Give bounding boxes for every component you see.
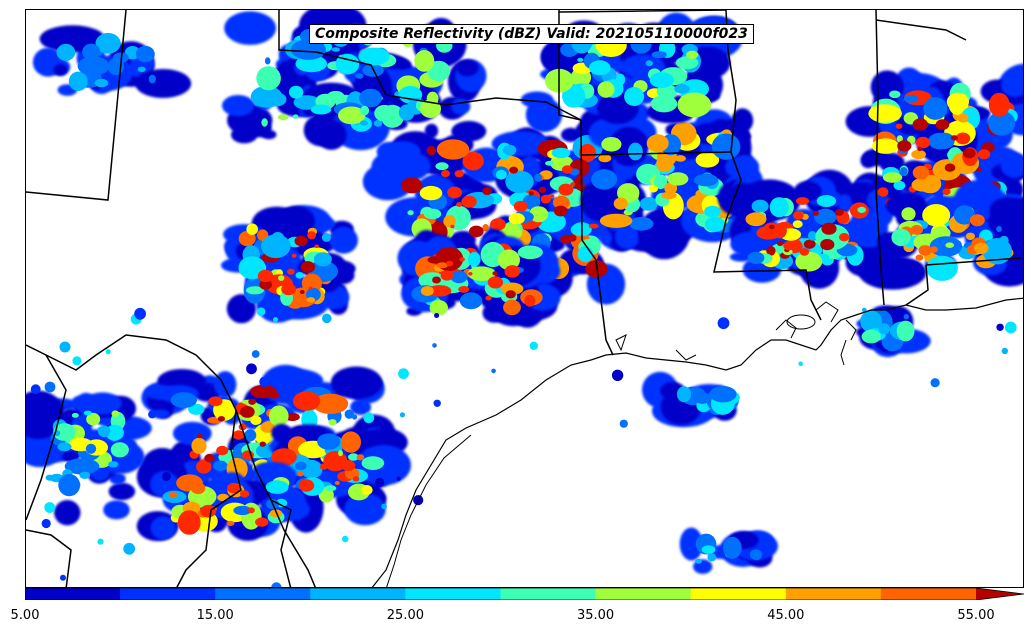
lake-pontchartrain (786, 314, 816, 330)
colorbar (25, 588, 1024, 600)
colorbar-segment (785, 588, 882, 600)
state-border-tx-la (580, 119, 614, 356)
echo-layer (26, 10, 1023, 587)
colorbar-segment (500, 588, 597, 600)
colorbar-segment (215, 588, 311, 600)
state-border-fl-panhandle (905, 264, 929, 306)
colorbar-extend-arrow (976, 588, 1024, 600)
state-border-ar-mo (558, 10, 727, 13)
state-border-ms-tn (875, 19, 967, 41)
colorbar-tick-label: 35.00 (576, 608, 615, 623)
colorbar-tick-label: 5.00 (10, 608, 40, 623)
colorbar-tick-label: 25.00 (386, 608, 424, 623)
colorbar-tick-label: 15.00 (196, 608, 234, 623)
state-border-ok-ar (558, 10, 582, 121)
colorbar-segment (405, 588, 501, 600)
state-border-ms-al (875, 10, 885, 306)
state-border-ms-river (713, 10, 822, 321)
colorbar-tick-label: 55.00 (957, 608, 995, 623)
colorbar-segment (880, 588, 977, 600)
mx-state-border-4 (270, 499, 292, 587)
barrier-island (386, 434, 472, 587)
map-title: Composite Reflectivity (dBZ) Valid: 2021… (309, 24, 754, 44)
state-border-ar-la (581, 151, 732, 156)
mx-state-border-3 (26, 529, 72, 587)
texas-lake (615, 334, 627, 352)
mx-state-border-2 (176, 409, 242, 587)
mx-state-border-1 (26, 354, 67, 521)
la-coast-detail (675, 301, 857, 361)
state-border-nm-west (26, 10, 127, 201)
reflectivity-map (26, 10, 1023, 587)
intl-border-rio-grande (26, 334, 316, 587)
map-panel: Composite Reflectivity (dBZ) Valid: 2021… (25, 9, 1024, 588)
gulf-coastline (371, 297, 1023, 587)
state-border-ok-north (278, 10, 582, 121)
colorbar-segment (595, 588, 692, 600)
colorbar-segment (120, 588, 216, 600)
chandeleur-islands (840, 339, 847, 366)
state-borders (26, 10, 1023, 587)
colorbar-segment (310, 588, 406, 600)
colorbar-tick-label: 45.00 (767, 608, 805, 623)
colorbar-segment (690, 588, 787, 600)
colorbar-segment (25, 588, 121, 600)
state-border-al-fl (925, 257, 1022, 266)
